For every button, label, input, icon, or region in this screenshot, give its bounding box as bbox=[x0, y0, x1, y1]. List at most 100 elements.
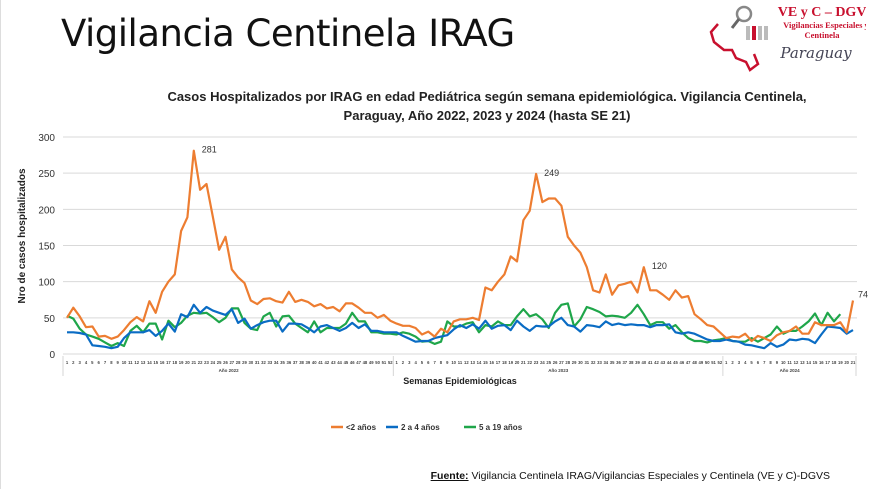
x-tick-label: 14 bbox=[147, 360, 152, 365]
x-tick-label: 51 bbox=[382, 360, 387, 365]
x-tick-label: 2 bbox=[402, 360, 405, 365]
x-tick-label: 52 bbox=[388, 360, 393, 365]
x-tick-label: 18 bbox=[172, 360, 177, 365]
x-tick-label: 38 bbox=[299, 360, 304, 365]
x-tick-label: 49 bbox=[369, 360, 374, 365]
x-tick-label: 43 bbox=[331, 360, 336, 365]
x-tick-label: 28 bbox=[565, 360, 570, 365]
x-tick-label: 14 bbox=[477, 360, 482, 365]
x-tick-label: 14 bbox=[806, 360, 811, 365]
x-tick-label: 11 bbox=[458, 360, 463, 365]
year-label: Año 2022 bbox=[219, 368, 240, 373]
x-tick-label: 41 bbox=[648, 360, 653, 365]
x-tick-label: 16 bbox=[160, 360, 165, 365]
y-tick-label: 250 bbox=[38, 169, 55, 180]
legend-label: <2 años bbox=[346, 423, 377, 432]
x-tick-label: 8 bbox=[110, 360, 113, 365]
map-outline-icon bbox=[709, 23, 760, 72]
year-label: Año 2024 bbox=[780, 368, 801, 373]
x-tick-label: 28 bbox=[236, 360, 241, 365]
x-tick-label: 34 bbox=[274, 360, 279, 365]
y-tick-label: 50 bbox=[44, 314, 56, 325]
x-tick-label: 22 bbox=[527, 360, 532, 365]
x-tick-label: 46 bbox=[680, 360, 685, 365]
x-tick-label: 46 bbox=[350, 360, 355, 365]
x-tick-label: 32 bbox=[261, 360, 266, 365]
x-tick-label: 10 bbox=[122, 360, 127, 365]
x-tick-label: 52 bbox=[718, 360, 723, 365]
x-tick-label: 37 bbox=[293, 360, 298, 365]
x-tick-label: 8 bbox=[769, 360, 772, 365]
x-tick-label: 23 bbox=[204, 360, 209, 365]
x-tick-label: 50 bbox=[705, 360, 710, 365]
x-tick-label: 11 bbox=[128, 360, 133, 365]
x-tick-label: 1 bbox=[66, 360, 69, 365]
x-tick-label: 19 bbox=[508, 360, 513, 365]
x-tick-label: 8 bbox=[440, 360, 443, 365]
y-tick-label: 300 bbox=[38, 133, 55, 144]
x-tick-label: 49 bbox=[699, 360, 704, 365]
x-tick-label: 40 bbox=[312, 360, 317, 365]
x-tick-label: 10 bbox=[781, 360, 786, 365]
data-label: 281 bbox=[202, 145, 217, 155]
slide-title: Vigilancia Centinela IRAG bbox=[61, 12, 515, 55]
x-tick-label: 48 bbox=[692, 360, 697, 365]
x-tick-label: 1 bbox=[395, 360, 398, 365]
x-tick-label: 20 bbox=[844, 360, 849, 365]
x-tick-label: 25 bbox=[546, 360, 551, 365]
x-axis-label: Semanas Epidemiológicas bbox=[403, 376, 517, 386]
x-tick-label: 7 bbox=[433, 360, 436, 365]
x-tick-label: 42 bbox=[654, 360, 659, 365]
x-tick-label: 26 bbox=[223, 360, 228, 365]
x-tick-label: 12 bbox=[794, 360, 799, 365]
year-label: Año 2023 bbox=[548, 368, 569, 373]
x-tick-label: 24 bbox=[540, 360, 545, 365]
x-tick-label: 1 bbox=[725, 360, 728, 365]
x-tick-label: 3 bbox=[408, 360, 411, 365]
source-note: Fuente: Vigilancia Centinela IRAG/Vigila… bbox=[431, 470, 830, 482]
x-tick-label: 5 bbox=[91, 360, 94, 365]
x-tick-label: 21 bbox=[851, 360, 856, 365]
x-tick-label: 3 bbox=[79, 360, 82, 365]
x-tick-label: 4 bbox=[744, 360, 747, 365]
x-tick-label: 23 bbox=[534, 360, 539, 365]
x-tick-label: 9 bbox=[776, 360, 779, 365]
x-tick-label: 33 bbox=[268, 360, 273, 365]
chart-title-line1: Casos Hospitalizados por IRAG en edad Pe… bbox=[167, 89, 807, 104]
x-tick-label: 30 bbox=[578, 360, 583, 365]
x-tick-label: 18 bbox=[502, 360, 507, 365]
x-tick-label: 44 bbox=[667, 360, 672, 365]
x-tick-label: 4 bbox=[85, 360, 88, 365]
x-tick-label: 20 bbox=[515, 360, 520, 365]
y-axis-label: Nro de casos hospitalizados bbox=[17, 168, 28, 303]
x-tick-label: 13 bbox=[470, 360, 475, 365]
logo: VE y C – DGVS Vigilancias Especiales y C… bbox=[706, 2, 870, 74]
x-tick-label: 29 bbox=[572, 360, 577, 365]
data-label: 249 bbox=[544, 168, 559, 178]
series-line-0 bbox=[66, 149, 855, 343]
x-tick-label: 22 bbox=[198, 360, 203, 365]
x-tick-label: 15 bbox=[483, 360, 488, 365]
x-tick-label: 15 bbox=[153, 360, 158, 365]
x-tick-label: 19 bbox=[179, 360, 184, 365]
x-tick-label: 36 bbox=[287, 360, 292, 365]
x-tick-label: 43 bbox=[661, 360, 666, 365]
logo-line1: VE y C – DGVS bbox=[778, 5, 866, 20]
x-tick-label: 35 bbox=[280, 360, 285, 365]
x-tick-label: 2 bbox=[731, 360, 734, 365]
x-tick-label: 13 bbox=[800, 360, 805, 365]
x-tick-label: 48 bbox=[363, 360, 368, 365]
x-tick-label: 19 bbox=[838, 360, 843, 365]
source-label: Fuente: bbox=[430, 470, 469, 482]
x-tick-label: 16 bbox=[489, 360, 494, 365]
x-tick-label: 9 bbox=[446, 360, 449, 365]
x-tick-label: 37 bbox=[622, 360, 627, 365]
x-tick-label: 7 bbox=[763, 360, 766, 365]
x-tick-label: 44 bbox=[337, 360, 342, 365]
x-tick-label: 5 bbox=[421, 360, 424, 365]
x-tick-label: 25 bbox=[217, 360, 222, 365]
logo-line2: Vigilancias Especiales y bbox=[783, 20, 866, 30]
logo-graphic: VE y C – DGVS Vigilancias Especiales y C… bbox=[709, 5, 870, 72]
